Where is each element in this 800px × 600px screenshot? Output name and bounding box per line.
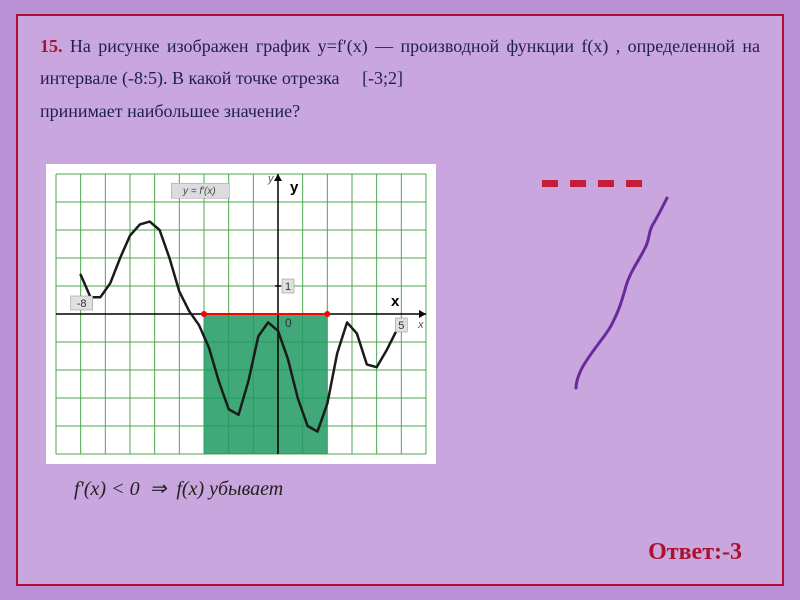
sketch-svg (532, 174, 712, 394)
svg-text:-8: -8 (77, 298, 87, 310)
answer: Ответ:-3 (648, 539, 742, 566)
chart-svg: -8105yxyxy = fʹ(x) (46, 164, 436, 464)
derivative-chart: -8105yxyxy = fʹ(x) (46, 164, 436, 464)
formula-text: fʹ(x) < 0 ⇒ f(x) убывает (74, 476, 283, 501)
problem-body-2: принимает наибольшее значение? (40, 101, 300, 121)
slide-outer: 15. На рисунке изображен график y=fʹ(x) … (0, 0, 800, 600)
problem-text: 15. На рисунке изображен график y=fʹ(x) … (18, 16, 782, 133)
problem-interval: [-3;2] (362, 68, 403, 88)
formula-word: убывает (209, 478, 283, 500)
svg-text:y: y (290, 179, 299, 196)
svg-text:y = fʹ(x): y = fʹ(x) (182, 186, 216, 197)
svg-text:1: 1 (285, 281, 291, 293)
slide-inner: 15. На рисунке изображен график y=fʹ(x) … (16, 14, 784, 586)
svg-text:5: 5 (398, 320, 404, 332)
svg-text:x: x (417, 319, 424, 331)
problem-number: 15. (40, 36, 63, 56)
svg-text:x: x (391, 293, 400, 310)
answer-label: Ответ: (648, 539, 722, 565)
svg-text:0: 0 (285, 316, 292, 330)
answer-value: -3 (722, 539, 742, 565)
hand-sketch (532, 174, 712, 394)
